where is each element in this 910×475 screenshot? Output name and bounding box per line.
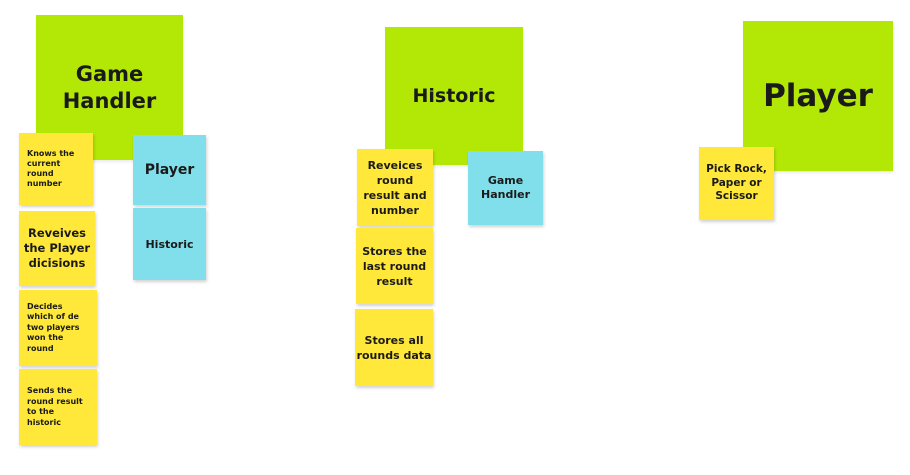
note-text: Knows the current round number xyxy=(27,149,75,188)
class-title: Game Handler xyxy=(62,61,157,113)
note-text: Stores all rounds data xyxy=(356,333,432,362)
collaborator-note[interactable]: Player xyxy=(133,135,206,205)
class-title: Player xyxy=(763,78,873,114)
note-text: Decides which of de two players won the … xyxy=(27,301,80,353)
class-note-player[interactable]: Player xyxy=(743,21,893,171)
collaborator-note[interactable]: Game Handler xyxy=(468,151,543,225)
responsibility-note[interactable]: Sends the round result to the historic xyxy=(19,369,97,445)
note-text: Game Handler xyxy=(481,174,530,201)
responsibility-note[interactable]: Decides which of de two players won the … xyxy=(19,290,97,366)
responsibility-note[interactable]: Reveices round result and number xyxy=(357,149,433,226)
note-text: Pick Rock, Paper or Scissor xyxy=(706,163,767,203)
note-text: Reveives the Player dicisions xyxy=(23,226,91,270)
responsibility-note[interactable]: Stores the last round result xyxy=(356,228,433,304)
class-note-historic[interactable]: Historic xyxy=(385,27,523,165)
responsibility-note[interactable]: Reveives the Player dicisions xyxy=(19,211,95,286)
note-text: Historic xyxy=(145,237,194,251)
collaborator-note[interactable]: Historic xyxy=(133,208,206,280)
responsibility-note[interactable]: Knows the current round number xyxy=(19,133,93,205)
note-text: Stores the last round result xyxy=(362,244,427,288)
note-text: Sends the round result to the historic xyxy=(27,386,83,427)
class-title: Historic xyxy=(412,85,496,107)
note-text: Player xyxy=(144,162,195,178)
responsibility-note[interactable]: Pick Rock, Paper or Scissor xyxy=(699,147,774,220)
note-text: Reveices round result and number xyxy=(363,158,427,217)
responsibility-note[interactable]: Stores all rounds data xyxy=(355,309,433,386)
